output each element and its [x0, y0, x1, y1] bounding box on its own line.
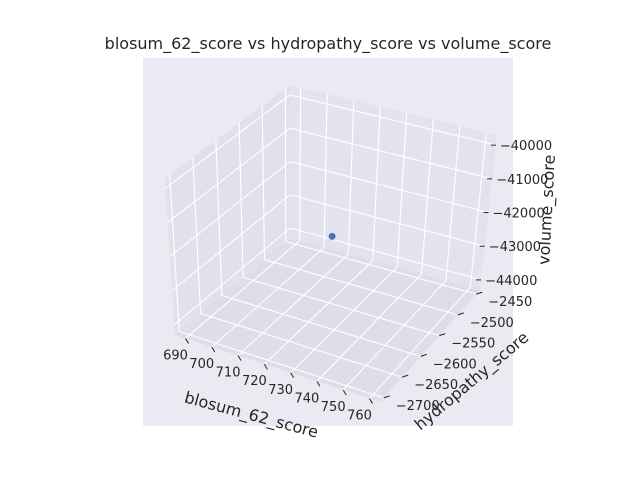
y-gridline-floor: [179, 330, 384, 399]
y-tick-mark: [383, 395, 390, 399]
z-gridline-left: [171, 194, 291, 292]
x-tick-mark: [185, 338, 189, 344]
z-gridline-left: [173, 227, 291, 326]
x-tick-mark: [211, 346, 216, 353]
back-pane: [290, 85, 497, 290]
x-tick-mark: [237, 355, 242, 361]
data-point: [328, 232, 336, 240]
z-gridline-back: [289, 127, 493, 180]
z-tick-label: −41000: [496, 173, 548, 188]
z-tick-label: −40000: [500, 139, 552, 154]
x-tick-label: 700: [189, 357, 214, 372]
x-gridline-floor: [263, 260, 374, 365]
x-gridline-floor: [316, 273, 422, 382]
y-tick-label: −2600: [433, 357, 477, 372]
x-tick-mark: [316, 381, 321, 387]
x-tick-label: 760: [347, 409, 372, 424]
x-gridline-floor: [290, 266, 398, 374]
y-tick-label: −2650: [414, 378, 458, 393]
x-tick-mark: [290, 372, 295, 379]
x-gridline-floor: [342, 280, 447, 391]
y-tick-label: −2700: [396, 399, 440, 414]
y-tick-mark: [476, 291, 483, 295]
x-gridline-floor: [237, 253, 349, 357]
y-gridline-floor: [200, 312, 403, 378]
x-tick-label: 750: [321, 400, 346, 415]
z-axis-label: volume_score: [534, 154, 560, 265]
z-tick-label: −44000: [485, 274, 537, 289]
y-tick-label: −2450: [488, 295, 532, 310]
y-tick-label: −2500: [470, 316, 514, 331]
z-tick-label: −43000: [489, 240, 541, 255]
x-tick-label: 720: [242, 374, 267, 389]
chart-title: blosum_62_score vs hydropathy_score vs v…: [105, 34, 552, 54]
y-tick-mark: [457, 312, 464, 316]
y-tick-mark: [402, 374, 409, 378]
left-pane: [165, 85, 290, 335]
x-gridline-floor: [211, 246, 325, 348]
y-tick-mark: [439, 333, 446, 337]
x-gridline-floor: [369, 286, 471, 399]
x-tick-mark: [263, 363, 268, 370]
z-gridline-back: [289, 227, 482, 281]
z-gridline-left: [169, 161, 291, 257]
x-tick-label: 740: [295, 391, 320, 406]
y-gridline-floor: [221, 294, 421, 357]
x-tick-mark: [369, 398, 373, 404]
x-tick-label: 730: [268, 383, 293, 398]
z-gridline-back: [289, 194, 485, 247]
z-gridline-left: [167, 127, 291, 223]
z-tick-label: −42000: [493, 207, 545, 222]
y-tick-mark: [420, 353, 427, 357]
z-gridline-back: [289, 94, 497, 146]
x-gridline-floor: [185, 240, 301, 339]
z-gridline-back: [289, 160, 489, 214]
y-gridline-floor: [285, 241, 477, 295]
y-gridline-floor: [264, 259, 458, 316]
z-gridline-left: [165, 94, 291, 189]
y-gridline-floor: [242, 276, 440, 337]
x-tick-label: 690: [163, 348, 188, 363]
x-tick-mark: [342, 389, 347, 396]
y-tick-label: −2550: [451, 337, 495, 352]
x-tick-label: 710: [216, 366, 241, 381]
